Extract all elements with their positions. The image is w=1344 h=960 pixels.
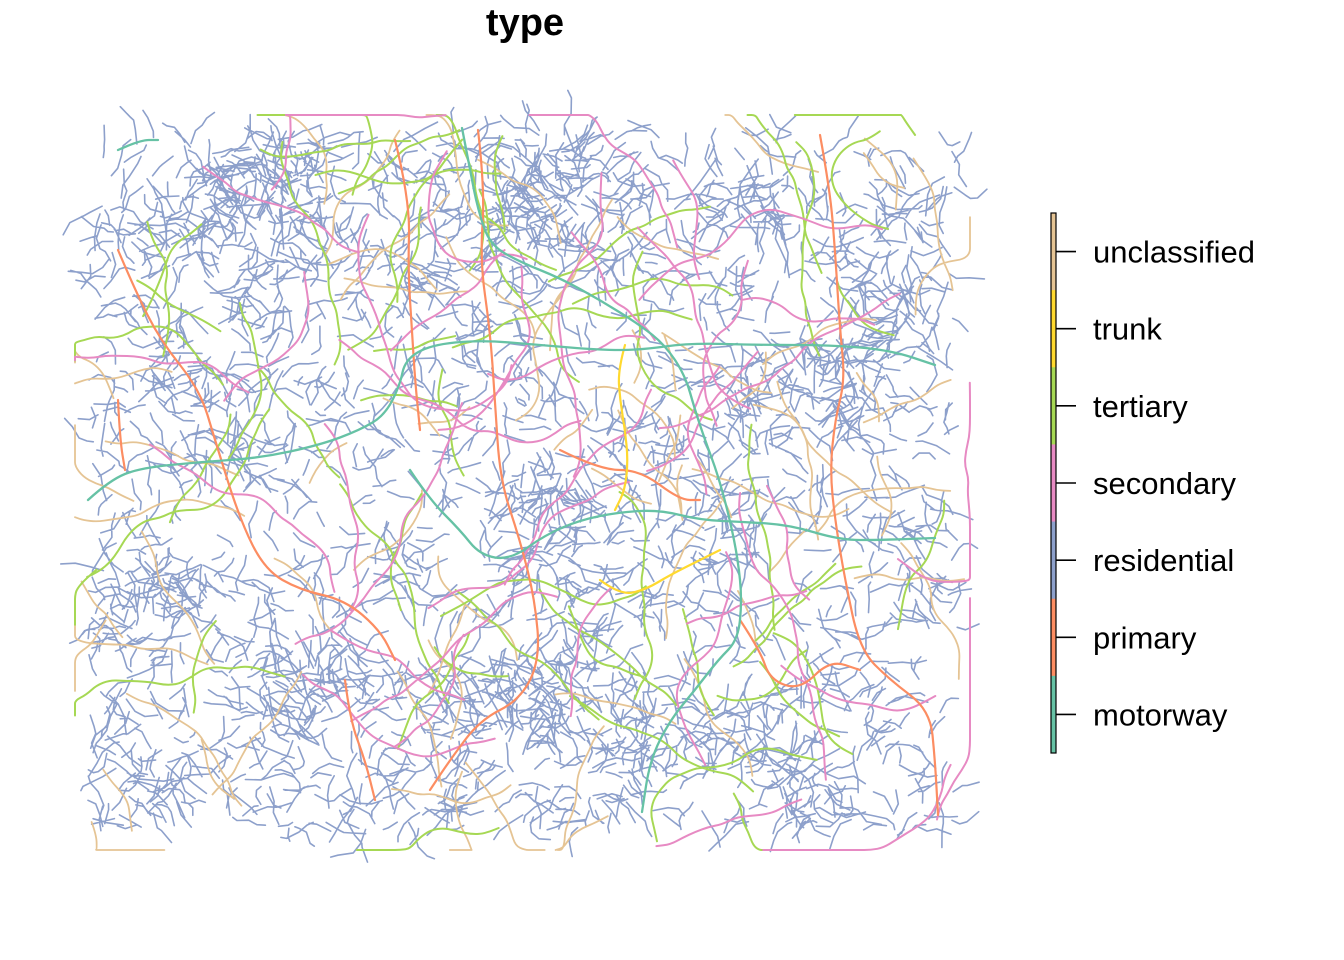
legend-color-bar xyxy=(1050,212,1057,754)
primary-road-2 xyxy=(428,128,540,792)
motorway-road-2 xyxy=(408,468,937,560)
legend-swatch-primary xyxy=(1051,598,1056,677)
legend-label-trunk: trunk xyxy=(1093,312,1162,347)
trunk-roads xyxy=(598,343,722,594)
primary-road-0 xyxy=(116,248,397,662)
legend-label-secondary: secondary xyxy=(1093,466,1237,501)
primary-road-7 xyxy=(343,678,377,802)
legend-swatch-residential xyxy=(1051,521,1056,600)
motorway-roads xyxy=(86,126,937,814)
primary-road-1 xyxy=(393,138,422,432)
primary-road-4 xyxy=(558,448,702,502)
legend-label-residential: residential xyxy=(1093,543,1234,578)
legend-swatch-motorway xyxy=(1051,675,1056,754)
motorway-road-3 xyxy=(116,138,160,152)
motorway-road-0 xyxy=(86,340,937,502)
legend-swatch-trunk xyxy=(1051,290,1056,368)
primary-road-6 xyxy=(738,618,862,688)
trunk-road-0 xyxy=(613,343,629,512)
secondary-road-network xyxy=(74,114,971,851)
legend-ticks: unclassified trunk tertiary secondary reside… xyxy=(1056,235,1255,732)
trunk-road-1 xyxy=(598,548,722,594)
legend-swatch-unclassified xyxy=(1051,213,1056,291)
map-title: type xyxy=(485,2,565,44)
legend-swatch-secondary xyxy=(1051,444,1056,523)
secondary-roads xyxy=(74,114,971,851)
legend-swatch-tertiary xyxy=(1051,367,1056,445)
primary-road-3 xyxy=(818,133,940,817)
legend-label-tertiary: tertiary xyxy=(1093,389,1188,424)
motorway-road-1 xyxy=(460,126,743,814)
primary-road-5 xyxy=(116,398,127,472)
legend-label-primary: primary xyxy=(1093,620,1197,655)
legend-label-motorway: motorway xyxy=(1093,697,1228,732)
primary-roads xyxy=(116,128,940,817)
legend-label-unclassified: unclassified xyxy=(1093,235,1255,270)
